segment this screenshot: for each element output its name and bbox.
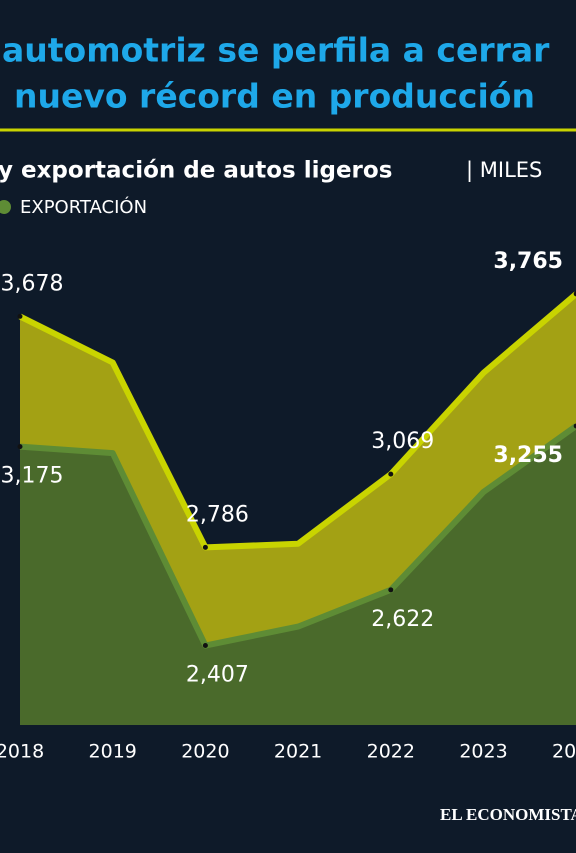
point xyxy=(202,643,208,649)
point xyxy=(202,544,208,550)
value-label: 2,622 xyxy=(371,607,434,632)
point xyxy=(388,471,394,477)
x-tick-label: 2018 xyxy=(0,741,44,763)
legend-swatch xyxy=(0,200,11,214)
value-label: 3,765 xyxy=(493,249,563,274)
title-line: automotriz se perfila a cerrar xyxy=(2,31,550,70)
source-logo: EL ECONOMISTA xyxy=(440,805,576,824)
point xyxy=(388,587,394,593)
point xyxy=(573,423,576,429)
point xyxy=(573,291,576,297)
x-tick-label: 2021 xyxy=(274,741,322,763)
value-label: 2,786 xyxy=(186,502,249,527)
unit: | MILES xyxy=(466,158,542,183)
area xyxy=(20,426,576,725)
line xyxy=(18,291,576,551)
legend-label: EXPORTACIÓN xyxy=(20,196,147,218)
x-tick-label: 2023 xyxy=(459,741,507,763)
value-label: 3,255 xyxy=(493,443,563,468)
x-tick-label: 2019 xyxy=(89,741,137,763)
value-label: 2,407 xyxy=(186,663,249,688)
title-line: nuevo récord en producción xyxy=(14,77,535,116)
value-label: 3,678 xyxy=(1,271,64,296)
x-tick-label: 2020 xyxy=(181,741,229,763)
point xyxy=(17,313,23,319)
subtitle: y exportación de autos ligeros xyxy=(0,158,392,184)
value-label: 3,069 xyxy=(371,429,434,454)
x-tick-label: 2022 xyxy=(367,741,415,763)
point xyxy=(17,444,23,450)
line xyxy=(19,423,576,649)
value-label: 3,175 xyxy=(1,464,64,489)
x-tick-label: 2024 xyxy=(552,741,576,763)
